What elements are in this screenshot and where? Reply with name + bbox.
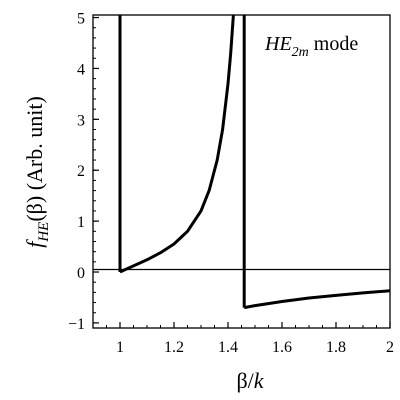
y-axis-title-unit: (Arb. unit) (22, 96, 47, 196)
x-axis-title-var: k (254, 368, 265, 393)
y-tick-label: 2 (77, 163, 85, 180)
ticks: 1 1.2 1.4 1.6 1.8 2 −1 0 1 2 3 4 5 (68, 11, 394, 356)
x-axis-title-base: β/ (236, 368, 254, 393)
x-tick-label: 1.4 (218, 339, 238, 356)
annotation-subscript: 2m (292, 45, 309, 60)
x-tick-label: 1.8 (326, 339, 346, 356)
series-4-line (243, 289, 390, 310)
y-tick-label: 0 (77, 265, 85, 282)
series-1-line (119, 15, 235, 274)
x-axis-title: β/k (236, 368, 264, 393)
annotation-main: HE (264, 33, 292, 55)
curves (118, 15, 390, 310)
y-axis-title-arg: (β) (22, 196, 47, 222)
x-tick-label: 1 (116, 339, 124, 356)
mode-annotation: HE2m mode (264, 33, 358, 60)
x-tick-label: 1.6 (272, 339, 292, 356)
plot-area (92, 14, 391, 329)
x-tick-label: 2 (386, 339, 394, 356)
y-axis-title-func: f (22, 239, 47, 248)
y-tick-label: 5 (77, 11, 85, 28)
y-tick-label: 1 (77, 214, 85, 231)
x-tick-label: 1.2 (164, 339, 184, 356)
y-tick-label: 4 (77, 61, 85, 78)
y-tick-label: 3 (77, 112, 85, 129)
annotation-suffix: mode (309, 33, 359, 55)
y-tick-label: −1 (68, 316, 85, 333)
plot-frame (92, 14, 391, 329)
y-axis-title: fHE(β) (Arb. unit) (22, 96, 52, 248)
y-axis-title-sub: HE (36, 222, 52, 243)
